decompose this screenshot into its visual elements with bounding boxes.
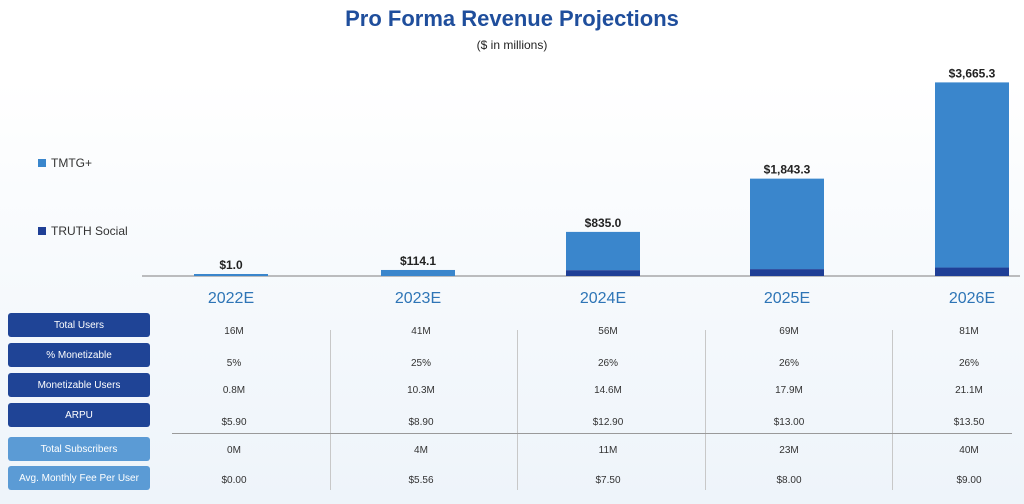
table-cell: $5.90 <box>221 417 247 428</box>
table-cell: 21.1M <box>955 385 983 396</box>
table-cell: 26% <box>778 358 799 369</box>
row-label-total-subscribers: Total Subscribers <box>8 437 150 461</box>
table-cell: 10.3M <box>407 385 435 396</box>
legend-swatch-tmtg-plus <box>38 159 46 167</box>
table-cell: 25% <box>410 358 431 369</box>
x-tick-label: 2026E <box>949 290 995 307</box>
bar-total-label: $1.0 <box>219 258 243 272</box>
table-cell: 0.8M <box>222 385 246 396</box>
column-divider <box>330 330 331 490</box>
section-divider <box>172 433 1012 434</box>
x-tick-label: 2024E <box>580 290 626 307</box>
revenue-bar-chart: $1.0 2022E $114.1 2023E $835.0 2024E $1,843.3 2… <box>142 66 1020 307</box>
table-cell: 23M <box>779 445 799 456</box>
legend-item-tmtg-plus: TMTG+ <box>38 156 92 170</box>
row-label-arpu: ARPU <box>8 403 150 427</box>
table-cell: 4M <box>414 445 428 456</box>
legend-item-truth-social: TRUTH Social <box>38 224 128 238</box>
table-cell: 56M <box>598 326 618 337</box>
legend-label-truth-social: TRUTH Social <box>51 224 128 238</box>
table-cell: 26% <box>958 358 979 369</box>
table-cell: 81M <box>959 326 979 337</box>
row-label-pct-monetizable: % Monetizable <box>8 343 150 367</box>
x-tick-label: 2023E <box>395 290 441 307</box>
table-cell: 17.9M <box>775 385 803 396</box>
bar-total-label: $835.0 <box>585 216 622 230</box>
table-cell: 26% <box>597 358 618 369</box>
table-cell: 5% <box>226 358 242 369</box>
column-divider <box>892 330 893 490</box>
table-cell: $7.50 <box>595 475 621 486</box>
bar-tmtg-plus <box>750 178 824 270</box>
table-cell: $13.00 <box>773 417 805 428</box>
table-cell: $12.90 <box>592 417 624 428</box>
x-tick-label: 2025E <box>764 290 810 307</box>
legend-label-tmtg-plus: TMTG+ <box>51 156 92 170</box>
bar-truth-social <box>566 270 640 276</box>
column-divider <box>705 330 706 490</box>
table-cell: $9.00 <box>956 475 982 486</box>
bar-total-label: $3,665.3 <box>949 66 996 80</box>
table-cell: $13.50 <box>953 417 985 428</box>
table-cell: $0.00 <box>221 475 247 486</box>
table-cell: $8.00 <box>776 475 802 486</box>
legend-swatch-truth-social <box>38 227 46 235</box>
bar-truth-social <box>750 269 824 276</box>
table-cell: 40M <box>959 445 979 456</box>
table-cell: 14.6M <box>594 385 622 396</box>
chart-title: Pro Forma Revenue Projections <box>345 6 679 31</box>
bar-truth-social <box>935 267 1009 276</box>
bar-total-label: $1,843.3 <box>764 163 811 177</box>
table-cell: 69M <box>779 326 799 337</box>
row-label-total-users: Total Users <box>8 313 150 337</box>
table-cell: 11M <box>598 445 618 456</box>
row-label-monetizable-users: Monetizable Users <box>8 373 150 397</box>
table-cell: 16M <box>224 326 244 337</box>
table-cell: 0M <box>227 445 241 456</box>
table-cell: 41M <box>411 326 431 337</box>
bar-tmtg-plus <box>935 82 1009 268</box>
bar-truth-social <box>381 269 455 276</box>
bar-tmtg-plus <box>566 231 640 271</box>
bar-truth-social <box>194 274 268 276</box>
chart-subtitle: ($ in millions) <box>476 38 548 52</box>
row-label-avg-monthly-fee: Avg. Monthly Fee Per User <box>8 466 150 490</box>
x-tick-label: 2022E <box>208 290 254 307</box>
table-cell: $5.56 <box>408 475 434 486</box>
column-divider <box>517 330 518 490</box>
table-cell: $8.90 <box>408 417 434 428</box>
bar-total-label: $114.1 <box>400 254 436 268</box>
